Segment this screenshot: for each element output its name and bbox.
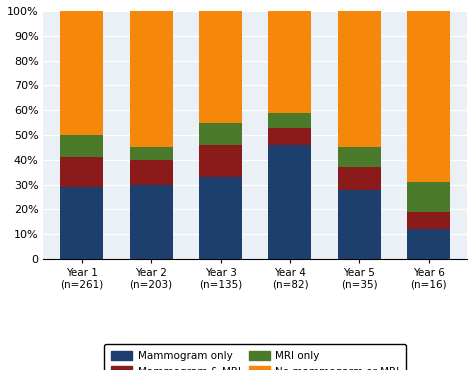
Legend: Mammogram only, Mammogram & MRI, MRI only, No mammogarm or MRI: Mammogram only, Mammogram & MRI, MRI onl… (104, 344, 406, 370)
Bar (199, 122, 242, 145)
Bar (60, 11, 103, 135)
Bar (338, 167, 381, 189)
Bar (199, 11, 242, 122)
Bar (338, 11, 381, 147)
Bar (338, 147, 381, 167)
Bar (407, 11, 450, 182)
Bar (129, 11, 173, 147)
Bar (129, 147, 173, 160)
Bar (268, 112, 311, 128)
Bar (199, 177, 242, 259)
Bar (199, 145, 242, 177)
Bar (60, 187, 103, 259)
Bar (407, 212, 450, 229)
Bar (268, 128, 311, 145)
Bar (407, 182, 450, 212)
Bar (129, 160, 173, 185)
Bar (268, 11, 311, 112)
Bar (268, 145, 311, 259)
Bar (60, 135, 103, 157)
Bar (60, 157, 103, 187)
Bar (129, 185, 173, 259)
Bar (407, 229, 450, 259)
Bar (338, 189, 381, 259)
